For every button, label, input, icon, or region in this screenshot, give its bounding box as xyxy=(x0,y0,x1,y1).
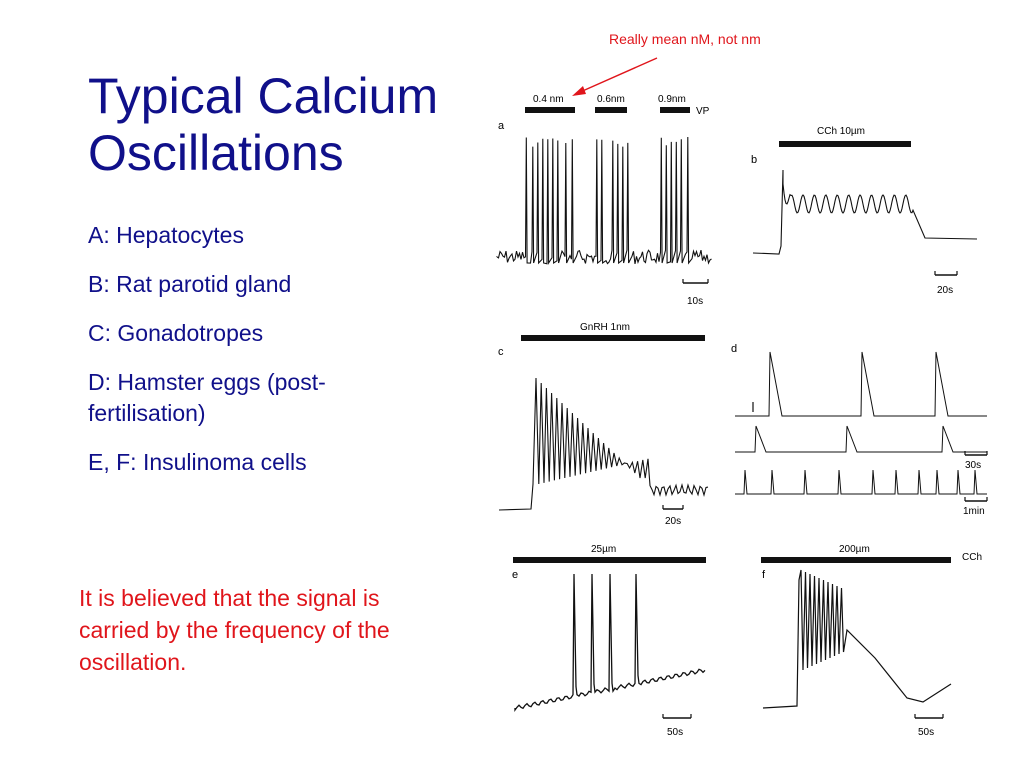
panel-a-trace: a 0.4 nm 0.6nm 0.9nm VP 10s xyxy=(496,94,712,307)
panel-d-trace: d 30s 1min xyxy=(731,343,988,517)
panel-f-agent: CCh xyxy=(962,552,982,563)
title-line-1: Typical Calcium xyxy=(88,68,439,124)
stimulus-bar xyxy=(660,107,690,113)
panel-c-stimulus: GnRH 1nm xyxy=(580,322,630,333)
calcium-trace xyxy=(735,351,987,417)
list-item: E, F: Insulinoma cells xyxy=(88,449,307,475)
panel-f-trace: f 200µm CCh 50s xyxy=(761,544,982,738)
calcium-trace xyxy=(514,573,706,712)
panel-b-stimulus: CCh 10µm xyxy=(817,126,865,137)
title-line-2: Oscillations xyxy=(88,125,344,181)
stimulus-bar xyxy=(779,141,911,147)
calcium-trace xyxy=(762,569,952,709)
panel-c-trace: c GnRH 1nm 20s xyxy=(498,322,709,527)
panel-f-letter: f xyxy=(762,569,766,581)
panel-a-stimulus-2: 0.6nm xyxy=(597,94,625,105)
stimulus-bar xyxy=(525,107,575,113)
panel-d-letter: d xyxy=(731,343,737,355)
panel-a-agent: VP xyxy=(696,106,710,117)
panel-a-stimulus-1: 0.4 nm xyxy=(533,94,564,105)
panel-a-stimulus-3: 0.9nm xyxy=(658,94,686,105)
list-item: B: Rat parotid gland xyxy=(88,271,292,297)
conclusion-text: It is believed that the signal is carrie… xyxy=(79,585,390,675)
panel-c-letter: c xyxy=(498,346,504,358)
list-item: A: Hepatocytes xyxy=(88,222,244,248)
panel-e-letter: e xyxy=(512,569,518,581)
panel-a-scale: 10s xyxy=(687,296,703,307)
panel-b-scale: 20s xyxy=(937,285,953,296)
calcium-trace xyxy=(735,425,987,453)
stimulus-bar xyxy=(521,335,705,341)
panel-a-letter: a xyxy=(498,120,505,132)
panel-d-scale-1: 30s xyxy=(965,460,981,471)
panel-f-stimulus: 200µm xyxy=(839,544,870,555)
stimulus-bar xyxy=(595,107,627,113)
panel-b-trace: b CCh 10µm 20s xyxy=(751,126,978,296)
annotation-note: Really mean nM, not nm xyxy=(609,31,761,47)
stimulus-bar xyxy=(513,557,706,563)
panel-e-stimulus: 25µm xyxy=(591,544,616,555)
calcium-trace xyxy=(735,469,987,495)
calcium-trace xyxy=(496,136,712,265)
panel-b-letter: b xyxy=(751,154,757,166)
panel-f-scale: 50s xyxy=(918,727,934,738)
calcium-trace xyxy=(498,377,709,511)
calcium-trace xyxy=(752,169,978,255)
panel-c-scale: 20s xyxy=(665,516,681,527)
stimulus-bar xyxy=(761,557,951,563)
panel-e-scale: 50s xyxy=(667,727,683,738)
list-item: D: Hamster eggs (post-fertilisation) xyxy=(88,369,326,426)
cell-type-list: A: Hepatocytes B: Rat parotid gland C: G… xyxy=(88,220,408,496)
panel-d-scale-2: 1min xyxy=(963,506,985,517)
list-item: C: Gonadotropes xyxy=(88,320,264,346)
slide-title: Typical Calcium Oscillations xyxy=(88,68,438,182)
panel-e-trace: e 25µm 50s xyxy=(512,544,706,738)
